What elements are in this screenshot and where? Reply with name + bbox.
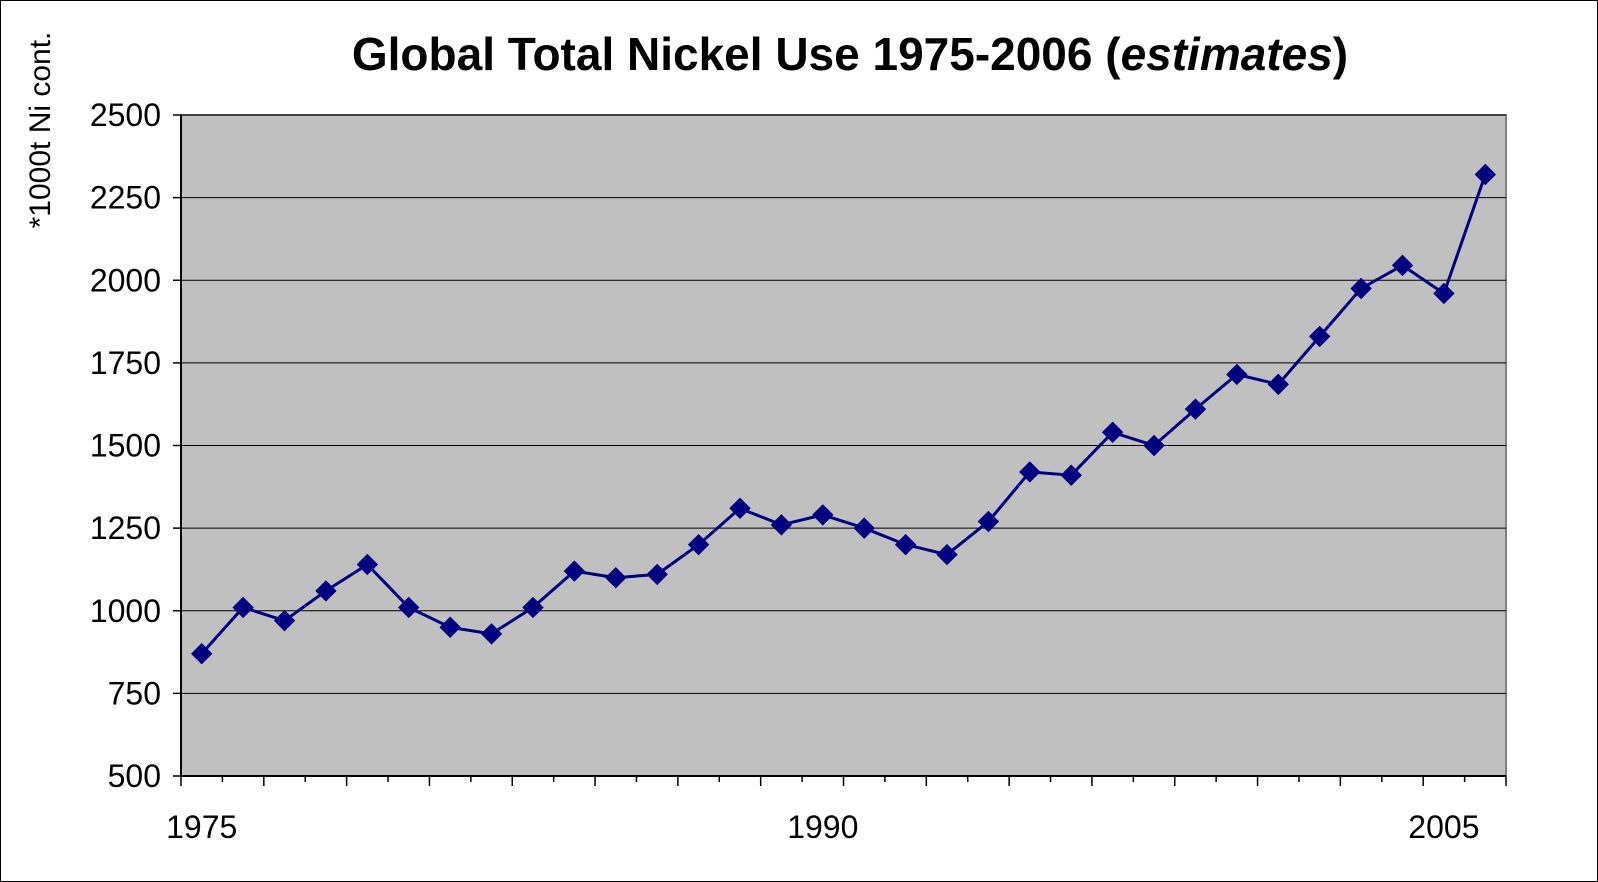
y-tick-label-2500: 2500 xyxy=(90,97,161,133)
data-point-1975 xyxy=(190,643,213,665)
data-point-2005 xyxy=(1433,282,1455,305)
axes: 500 750 1000 1250 1500 1750 2000 2250 2500 1975 19… xyxy=(90,97,1507,845)
chart-title-emphasis: estimates xyxy=(1121,28,1333,80)
data-point-1982 xyxy=(480,623,503,645)
chart-title-main: Global Total Nickel Use 1975-2006 ( xyxy=(352,28,1121,80)
data-point-2006 xyxy=(1474,163,1497,186)
data-point-1980 xyxy=(398,596,420,619)
data-point-2003 xyxy=(1350,277,1372,300)
data-point-1979 xyxy=(356,553,379,576)
data-point-1994 xyxy=(977,510,1000,533)
data-point-2004 xyxy=(1391,254,1414,277)
data-point-1998 xyxy=(1143,434,1165,457)
data-point-1996 xyxy=(1060,464,1082,486)
series-layer xyxy=(190,163,1497,665)
y-tick-label-2250: 2250 xyxy=(90,180,161,216)
y-tick-label-750: 750 xyxy=(108,675,161,711)
x-tick-label-1975: 1975 xyxy=(166,809,237,845)
y-tick-label-2000: 2000 xyxy=(90,262,161,298)
data-point-1981 xyxy=(439,616,461,638)
gridlines xyxy=(181,114,1506,694)
y-tick-label-1500: 1500 xyxy=(90,428,161,464)
data-point-1997 xyxy=(1101,421,1124,443)
data-point-1995 xyxy=(1019,461,1041,483)
data-point-1992 xyxy=(894,533,917,556)
data-point-2002 xyxy=(1308,325,1331,348)
data-point-1978 xyxy=(315,580,337,602)
data-point-1989 xyxy=(770,514,793,536)
y-tick-label-1000: 1000 xyxy=(90,593,161,629)
data-point-1993 xyxy=(936,543,958,566)
data-point-1988 xyxy=(729,497,751,520)
y-tick-label-500: 500 xyxy=(108,758,161,794)
data-point-1990 xyxy=(812,504,834,526)
data-point-1986 xyxy=(646,563,668,586)
y-tick-label-1250: 1250 xyxy=(90,510,161,546)
data-point-1999 xyxy=(1184,398,1207,420)
data-point-1985 xyxy=(605,566,627,589)
y-tick-label-1750: 1750 xyxy=(90,345,161,381)
chart-title-suffix: ) xyxy=(1333,28,1348,80)
data-point-1984 xyxy=(563,560,586,582)
data-point-1976 xyxy=(232,596,254,619)
y-axis-label: *1000t Ni cont. xyxy=(24,32,57,229)
data-point-1977 xyxy=(273,609,296,632)
data-point-2001 xyxy=(1267,373,1289,396)
data-point-1983 xyxy=(522,596,544,619)
x-tick-label-1990: 1990 xyxy=(787,809,858,845)
chart-title: Global Total Nickel Use 1975-2006 (estim… xyxy=(352,28,1348,80)
data-point-1991 xyxy=(853,517,875,539)
data-point-1987 xyxy=(687,533,710,556)
data-point-2000 xyxy=(1226,363,1248,386)
x-tick-label-2005: 2005 xyxy=(1408,809,1479,845)
